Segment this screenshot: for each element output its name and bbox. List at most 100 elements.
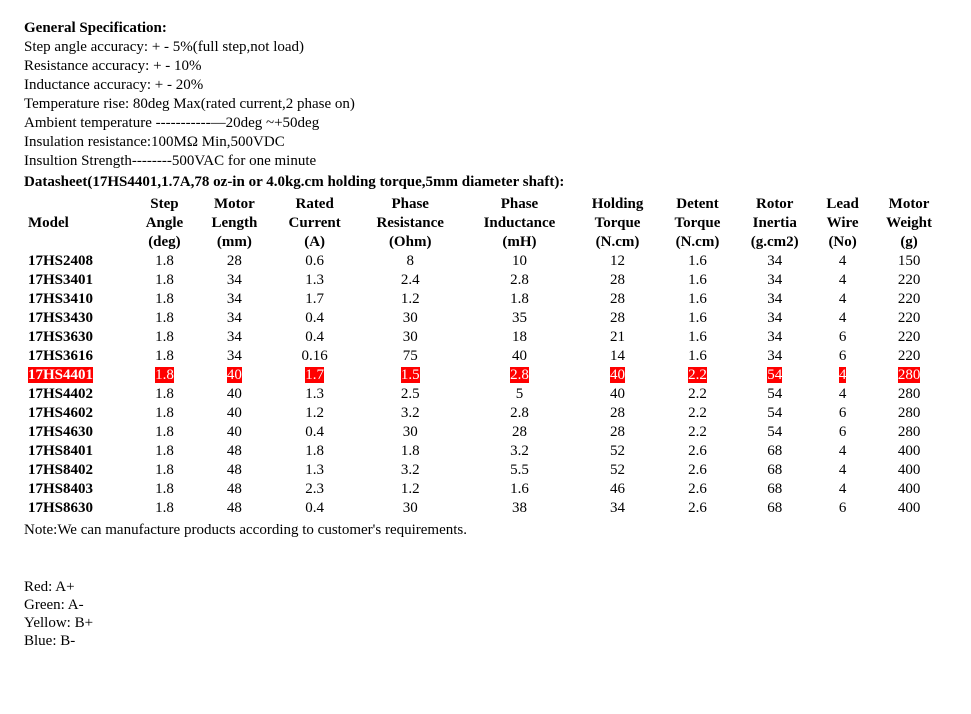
table-row: 17HS44011.8401.71.52.8402.2544280 [24,366,947,385]
model-cell: 17HS4602 [24,404,132,423]
wire-colors: Red: A+Green: A-Yellow: B+Blue: B- [24,579,947,650]
spec-line: Insultion Strength--------500VAC for one… [24,153,947,170]
data-cell: 68 [735,499,814,518]
model-cell: 17HS4402 [24,385,132,404]
data-cell: 48 [196,442,272,461]
col-header: (A) [272,233,357,252]
data-cell: 30 [357,328,463,347]
data-cell: 2.4 [357,271,463,290]
wire-line: Yellow: B+ [24,615,947,632]
col-header: Motor [196,195,272,214]
col-header: Lead [814,195,871,214]
table-row: 17HS46301.8400.43028282.2546280 [24,423,947,442]
data-cell: 3.2 [357,404,463,423]
data-cell: 14 [576,347,660,366]
col-header: (N.cm) [660,233,736,252]
table-row: 17HS46021.8401.23.22.8282.2546280 [24,404,947,423]
data-cell: 1.6 [660,309,736,328]
wire-line: Blue: B- [24,633,947,650]
col-header: Rated [272,195,357,214]
data-cell: 6 [814,499,871,518]
col-header: (N.cm) [576,233,660,252]
data-cell: 1.8 [357,442,463,461]
data-cell: 1.8 [132,366,196,385]
datasheet-table: StepMotorRatedPhasePhaseHoldingDetentRot… [24,195,947,518]
data-cell: 1.8 [272,442,357,461]
col-header: Torque [660,214,736,233]
col-header: (g.cm2) [735,233,814,252]
data-cell: 4 [814,442,871,461]
data-cell: 28 [576,309,660,328]
col-header: (No) [814,233,871,252]
data-cell: 68 [735,461,814,480]
data-cell: 54 [735,385,814,404]
model-cell: 17HS2408 [24,252,132,271]
data-cell: 34 [196,347,272,366]
data-cell: 4 [814,309,871,328]
data-cell: 54 [735,366,814,385]
data-cell: 6 [814,347,871,366]
data-cell: 28 [576,423,660,442]
model-cell: 17HS8403 [24,480,132,499]
model-cell: 17HS3616 [24,347,132,366]
data-cell: 1.3 [272,385,357,404]
col-header: Angle [132,214,196,233]
col-header: Inductance [463,214,575,233]
table-row: 17HS34011.8341.32.42.8281.6344220 [24,271,947,290]
data-cell: 150 [871,252,947,271]
col-header: Rotor [735,195,814,214]
table-row: 17HS44021.8401.32.55402.2544280 [24,385,947,404]
data-cell: 2.8 [463,366,575,385]
table-row: 17HS86301.8480.43038342.6686400 [24,499,947,518]
col-header: Length [196,214,272,233]
data-cell: 220 [871,309,947,328]
col-header: Current [272,214,357,233]
col-header: (Ohm) [357,233,463,252]
col-header [24,233,132,252]
data-cell: 2.6 [660,461,736,480]
data-cell: 18 [463,328,575,347]
col-header: Phase [357,195,463,214]
data-cell: 280 [871,385,947,404]
data-cell: 1.8 [132,480,196,499]
data-cell: 0.4 [272,309,357,328]
data-cell: 8 [357,252,463,271]
col-header: (mm) [196,233,272,252]
data-cell: 34 [735,290,814,309]
data-cell: 75 [357,347,463,366]
data-cell: 1.8 [132,442,196,461]
data-cell: 34 [735,309,814,328]
table-row: 17HS34301.8340.43035281.6344220 [24,309,947,328]
data-cell: 400 [871,499,947,518]
data-cell: 2.3 [272,480,357,499]
col-header: Step [132,195,196,214]
spec-title: General Specification: [24,20,947,37]
data-cell: 1.3 [272,461,357,480]
spec-line: Resistance accuracy: + - 10% [24,58,947,75]
data-cell: 2.6 [660,480,736,499]
data-cell: 30 [357,423,463,442]
data-cell: 1.8 [463,290,575,309]
data-cell: 1.8 [132,461,196,480]
spec-line: Insulation resistance:100MΩ Min,500VDC [24,134,947,151]
data-cell: 1.8 [132,404,196,423]
col-header: Holding [576,195,660,214]
data-cell: 52 [576,461,660,480]
data-cell: 28 [576,404,660,423]
model-cell: 17HS3430 [24,309,132,328]
table-row: 17HS24081.8280.6810121.6344150 [24,252,947,271]
data-cell: 1.8 [132,252,196,271]
data-cell: 10 [463,252,575,271]
data-cell: 68 [735,442,814,461]
data-cell: 1.6 [660,252,736,271]
data-cell: 34 [576,499,660,518]
data-cell: 2.6 [660,499,736,518]
spec-lines: Step angle accuracy: + - 5%(full step,no… [24,39,947,170]
data-cell: 280 [871,423,947,442]
model-cell: 17HS8402 [24,461,132,480]
data-cell: 40 [576,385,660,404]
data-cell: 34 [735,347,814,366]
model-cell: 17HS8401 [24,442,132,461]
data-cell: 3.2 [357,461,463,480]
col-header [24,195,132,214]
